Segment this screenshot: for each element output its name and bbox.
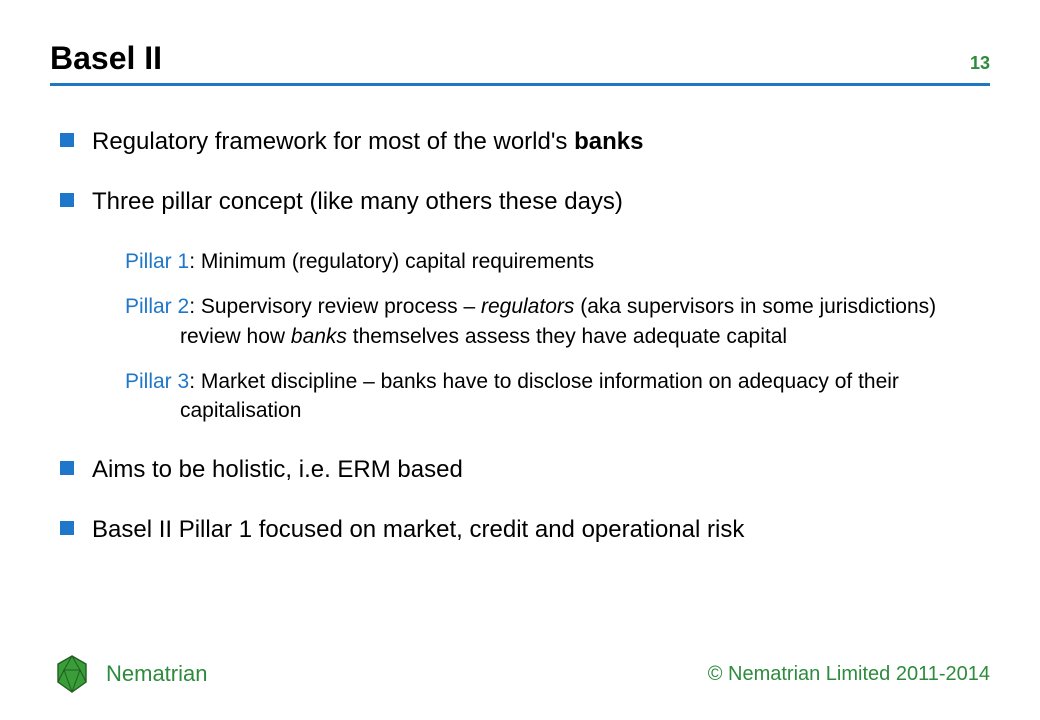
text-span: themselves assess they have adequate cap… xyxy=(347,325,787,348)
bullet-text: Three pillar concept (like many others t… xyxy=(92,186,623,218)
page-title: Basel II xyxy=(50,40,162,77)
bullet-icon xyxy=(60,461,74,475)
footer: Nematrian © Nematrian Limited 2011-2014 xyxy=(50,652,990,696)
pillar-label: Pillar 1 xyxy=(125,250,189,273)
bullet-text: Basel II Pillar 1 focused on market, cre… xyxy=(92,514,744,546)
pillar-label: Pillar 2 xyxy=(125,295,189,318)
sub-item: Pillar 1: Minimum (regulatory) capital r… xyxy=(125,247,990,276)
brand-text: Nematrian xyxy=(106,661,207,687)
bullet-item: Regulatory framework for most of the wor… xyxy=(60,126,990,158)
text-span: Regulatory framework for most of the wor… xyxy=(92,128,574,155)
bullet-icon xyxy=(60,193,74,207)
text-bold: banks xyxy=(574,128,643,155)
bullet-item: Aims to be holistic, i.e. ERM based xyxy=(60,454,990,486)
bullet-text: Regulatory framework for most of the wor… xyxy=(92,126,643,158)
logo-icon xyxy=(50,652,94,696)
text-span: : Supervisory review process – xyxy=(189,295,481,318)
footer-left: Nematrian xyxy=(50,652,207,696)
text-span: : Market discipline – banks have to disc… xyxy=(180,370,899,422)
header-row: Basel II 13 xyxy=(50,40,990,86)
sub-item: Pillar 3: Market discipline – banks have… xyxy=(125,367,990,426)
bullet-text: Aims to be holistic, i.e. ERM based xyxy=(92,454,463,486)
page-number: 13 xyxy=(970,53,990,74)
bullet-item: Basel II Pillar 1 focused on market, cre… xyxy=(60,514,990,546)
text-italic: banks xyxy=(291,325,347,348)
pillar-label: Pillar 3 xyxy=(125,370,189,393)
content-area: Regulatory framework for most of the wor… xyxy=(50,126,990,547)
sub-list: Pillar 1: Minimum (regulatory) capital r… xyxy=(125,247,990,426)
text-italic: regulators xyxy=(481,295,574,318)
slide: Basel II 13 Regulatory framework for mos… xyxy=(0,0,1040,720)
sub-item: Pillar 2: Supervisory review process – r… xyxy=(125,292,990,351)
bullet-item: Three pillar concept (like many others t… xyxy=(60,186,990,218)
bullet-icon xyxy=(60,521,74,535)
copyright-text: © Nematrian Limited 2011-2014 xyxy=(708,663,990,686)
text-span: : Minimum (regulatory) capital requireme… xyxy=(189,250,594,273)
bullet-icon xyxy=(60,133,74,147)
